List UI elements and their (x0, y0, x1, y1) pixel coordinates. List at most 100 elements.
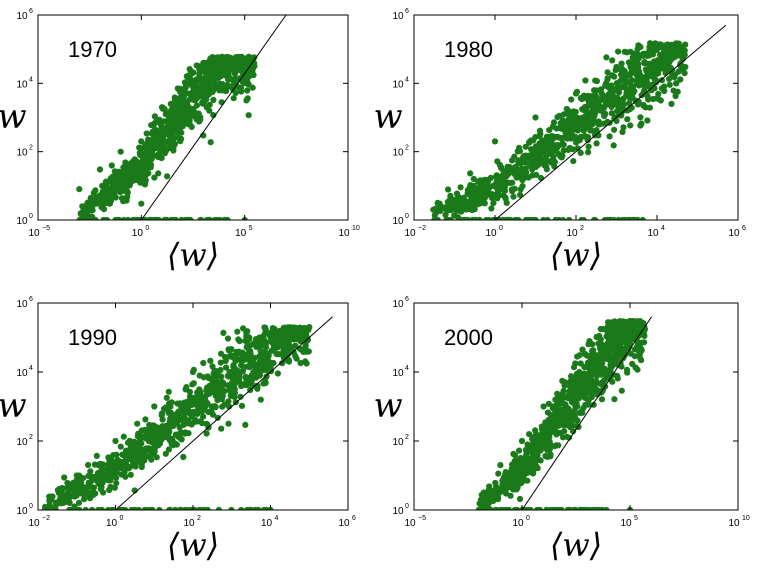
data-point (637, 72, 644, 79)
data-point (250, 340, 257, 347)
data-point (181, 85, 188, 92)
data-point (246, 347, 253, 354)
data-point (632, 216, 639, 220)
data-point (637, 122, 644, 129)
data-point (242, 74, 249, 81)
y-tick-label: 10 (16, 11, 28, 22)
data-point (524, 447, 531, 454)
x-tick-exponent: 10 (742, 515, 750, 522)
data-point (566, 144, 573, 152)
data-point (593, 140, 600, 147)
data-point (644, 93, 651, 100)
data-point (486, 483, 493, 490)
data-point (529, 449, 537, 456)
data-point (225, 347, 233, 354)
data-point (434, 199, 441, 206)
x-tick-exponent: 4 (275, 515, 279, 522)
y-tick-exponent: 4 (405, 365, 409, 372)
data-point (570, 158, 577, 165)
data-point (285, 358, 293, 365)
data-point (284, 341, 291, 348)
data-point (599, 342, 606, 349)
data-point (635, 342, 642, 349)
data-point (117, 443, 124, 450)
data-point (291, 331, 298, 338)
data-point (599, 368, 606, 375)
x-tick-exponent: 0 (145, 225, 149, 232)
data-point (530, 440, 537, 447)
data-point (592, 106, 599, 113)
data-point (90, 484, 97, 491)
data-point (672, 47, 680, 54)
data-point (586, 110, 593, 117)
data-point (108, 191, 115, 198)
data-point (212, 216, 219, 220)
data-point (106, 486, 113, 494)
data-point (200, 400, 207, 408)
data-point (661, 87, 668, 95)
data-point (118, 471, 125, 478)
data-point (218, 425, 225, 432)
data-point (64, 490, 71, 497)
data-point (118, 506, 125, 510)
data-point (540, 403, 547, 410)
y-tick-exponent: 6 (405, 296, 409, 303)
data-point (61, 474, 68, 481)
data-point (248, 361, 255, 368)
data-point (239, 56, 246, 64)
data-point (134, 420, 141, 427)
data-point (203, 430, 210, 437)
data-point (163, 394, 170, 401)
data-point (598, 379, 606, 386)
data-point (562, 379, 569, 386)
data-point (511, 166, 518, 173)
data-point (511, 506, 518, 510)
data-point (652, 77, 660, 84)
x-tick-exponent: 5 (634, 515, 638, 522)
data-point (544, 433, 551, 440)
data-point (519, 165, 526, 172)
y-tick-exponent: 0 (29, 503, 33, 510)
data-point (569, 110, 576, 117)
data-point (573, 135, 580, 142)
data-point (246, 336, 253, 343)
data-point (662, 69, 669, 77)
data-point (503, 199, 510, 206)
data-point (508, 157, 516, 164)
data-point (501, 183, 509, 190)
data-point (218, 99, 225, 106)
data-point (245, 57, 252, 64)
data-point (191, 97, 199, 104)
data-point (537, 130, 544, 138)
data-point (589, 341, 596, 348)
data-point (542, 452, 549, 460)
data-point (169, 102, 176, 110)
x-tick-label: 10 (512, 518, 524, 529)
x-tick-exponent: −5 (418, 515, 426, 522)
data-point (143, 506, 150, 510)
x-tick-exponent: 2 (580, 225, 584, 232)
data-point (219, 87, 226, 94)
data-point (524, 469, 531, 476)
data-point (549, 415, 557, 422)
y-tick-exponent: 2 (405, 145, 409, 152)
data-point (657, 97, 664, 104)
data-point (529, 455, 536, 463)
data-point (241, 80, 248, 87)
y-tick-exponent: 4 (29, 365, 33, 372)
data-point (292, 342, 299, 349)
data-point (168, 138, 175, 145)
data-point (634, 51, 642, 58)
data-point (138, 463, 145, 471)
data-point (254, 364, 261, 371)
data-point (108, 506, 116, 510)
data-point (245, 62, 252, 69)
data-point (111, 484, 118, 491)
data-point (629, 54, 636, 61)
data-point (517, 186, 524, 193)
data-point (669, 73, 676, 80)
data-point (577, 149, 584, 156)
data-point (193, 62, 200, 69)
data-point (601, 216, 609, 220)
data-point (80, 216, 87, 220)
